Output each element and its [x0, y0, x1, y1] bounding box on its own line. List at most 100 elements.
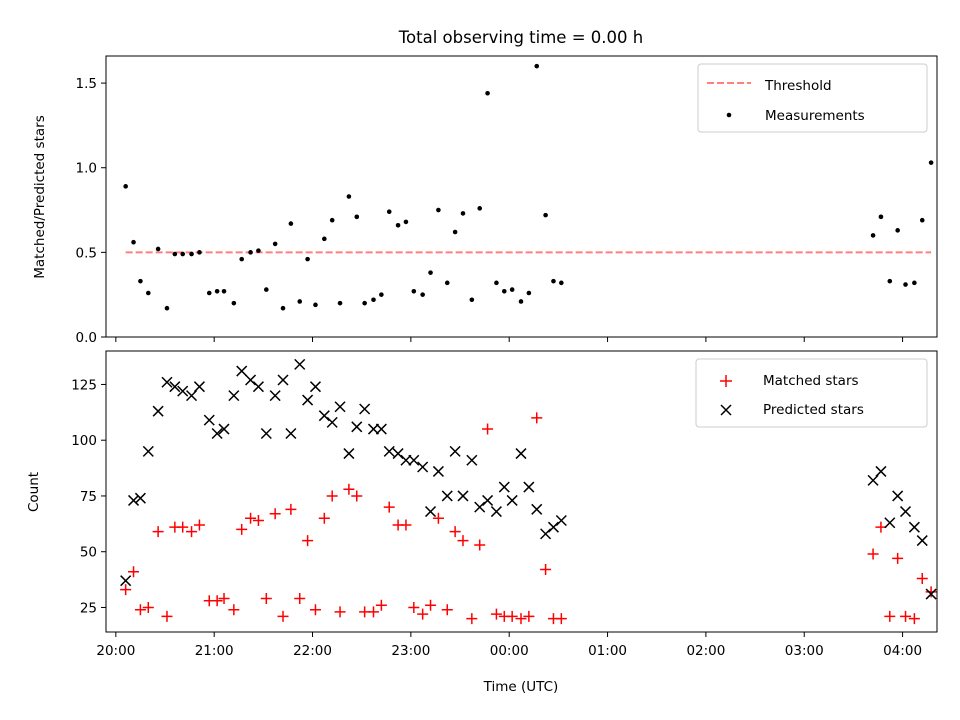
measurement-point	[543, 212, 548, 218]
ratio-y-tick-label: 1.0	[76, 161, 97, 177]
measurement-point	[131, 239, 136, 245]
count-panel-y-ticks: 25 50 75 100 125	[71, 377, 106, 616]
count-panel-legend: Matched stars Predicted stars	[695, 358, 928, 428]
measurement-point	[452, 229, 458, 235]
predicted-star-point	[892, 490, 904, 502]
ratio-panel: 0.0 0.5 1.0 1.5 Matched/Predicted stars Thr…	[32, 55, 938, 346]
measurement-point	[518, 299, 524, 304]
measurement-point	[155, 246, 161, 252]
predicted-star-point	[367, 423, 380, 435]
count-legend-frame	[695, 358, 928, 428]
predicted-star-point	[309, 381, 322, 393]
matched-star-point	[383, 501, 395, 513]
predicted-star-point	[177, 385, 189, 397]
matched-star-point	[474, 539, 486, 551]
matched-star-point	[506, 610, 518, 622]
matched-star-point	[449, 526, 461, 538]
matched-star-point	[523, 610, 535, 622]
matched-star-point	[211, 595, 223, 607]
figure-title: Total observing time = 0.00 h	[398, 28, 643, 47]
matched-star-point	[490, 608, 502, 620]
predicted-star-point	[285, 427, 297, 440]
ratio-y-tick-label: 0.5	[76, 245, 97, 261]
predicted-star-point	[523, 481, 535, 493]
matched-star-point	[367, 606, 379, 618]
predicted-star-point	[277, 374, 289, 386]
matched-star-point	[252, 514, 264, 526]
predicted-star-point	[506, 494, 518, 506]
measurement-point	[878, 214, 884, 220]
matched-star-point	[152, 526, 164, 538]
measurement-point	[526, 290, 532, 296]
matched-star-point	[867, 548, 879, 560]
matched-star-point	[900, 610, 912, 622]
matched-star-point	[186, 526, 198, 538]
predicted-star-point	[186, 390, 198, 402]
x-tick-label: 01:00	[588, 643, 627, 659]
count-panel-x-ticks: 20:00 21:00 22:00 23:00 00:00 01:00 02:00 03:00…	[96, 632, 922, 659]
matched-star-point	[417, 608, 429, 620]
measurement-point	[895, 228, 900, 233]
measurement-point	[428, 270, 433, 275]
measurement-point	[231, 300, 237, 306]
count-y-tick-label: 100	[71, 433, 97, 449]
measurement-point	[559, 280, 564, 286]
matched-star-point	[120, 584, 132, 596]
measurement-point	[189, 251, 194, 257]
matched-star-point	[318, 512, 330, 524]
predicted-star-point	[359, 403, 371, 415]
predicted-star-point	[302, 394, 314, 406]
predicted-star-point	[218, 423, 230, 435]
matched-star-point	[294, 593, 306, 605]
predicted-star-point	[441, 490, 453, 502]
measurement-point	[297, 299, 303, 304]
count-panel: 25 50 75 100 125 20:00 21:00 22:00 23:00 00:00 01…	[26, 350, 938, 695]
predicted-star-point	[457, 490, 469, 502]
matched-star-point	[193, 519, 205, 531]
matched-star-point	[285, 503, 297, 515]
predicted-star-point	[392, 448, 404, 460]
measurement-point	[329, 217, 335, 223]
ratio-legend-measurements-swatch	[726, 112, 732, 118]
measurement-point	[501, 288, 507, 294]
matched-star-point	[309, 604, 321, 616]
predicted-star-point	[916, 535, 928, 547]
predicted-star-point	[875, 465, 887, 477]
predicted-star-point	[318, 410, 330, 422]
measurement-point	[551, 278, 556, 284]
predicted-star-point	[334, 401, 346, 413]
predicted-star-point	[425, 506, 437, 518]
predicted-star-point	[908, 521, 920, 533]
count-legend-predicted-swatch	[720, 404, 732, 416]
measurement-point	[494, 280, 499, 286]
predicted-star-point	[498, 481, 510, 493]
predicted-star-point	[555, 514, 567, 527]
matched-star-point	[466, 613, 478, 625]
measurement-point	[197, 250, 202, 255]
measurement-point	[411, 288, 417, 294]
measurement-point	[403, 219, 409, 225]
measurement-point	[206, 290, 212, 296]
predicted-star-point	[142, 445, 154, 457]
matched-star-point	[343, 483, 355, 495]
matched-star-point	[302, 535, 314, 547]
measurement-point	[485, 90, 490, 96]
predicted-star-point	[899, 506, 912, 518]
predicted-star-point	[294, 358, 306, 370]
matched-star-point	[482, 423, 494, 435]
count-y-tick-label: 50	[80, 545, 97, 561]
x-tick-label: 03:00	[785, 643, 824, 659]
predicted-star-point	[383, 445, 395, 457]
predicted-star-point	[400, 454, 412, 466]
matched-star-point	[892, 552, 904, 564]
count-legend-matched-label: Matched stars	[763, 373, 859, 389]
x-tick-label: 21:00	[195, 643, 234, 659]
measurement-point	[395, 222, 401, 228]
measurement-point	[248, 250, 253, 255]
x-axis-label: Time (UTC)	[483, 679, 559, 695]
matched-star-point	[177, 521, 189, 533]
predicted-star-point	[343, 448, 355, 460]
measurement-point	[263, 287, 269, 292]
matched-star-point	[908, 613, 920, 625]
predicted-star-point	[169, 381, 181, 393]
